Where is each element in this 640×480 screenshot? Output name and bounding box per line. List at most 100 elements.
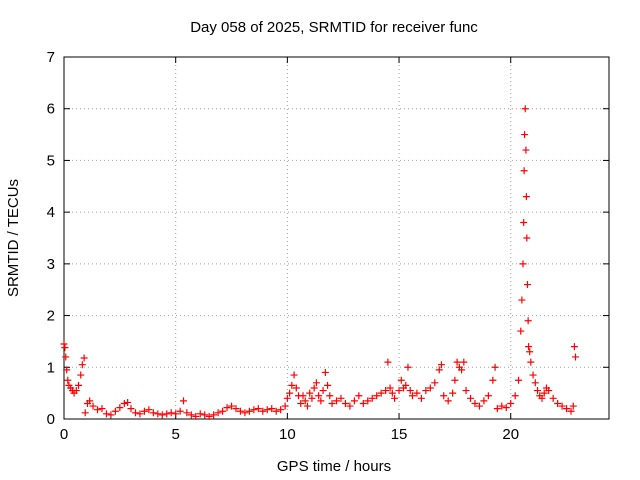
data-point — [223, 404, 231, 412]
data-point — [317, 397, 325, 405]
data-point — [524, 317, 532, 325]
data-point — [187, 411, 195, 419]
data-point — [286, 389, 294, 397]
data-point — [462, 387, 470, 395]
x-tick-label: 0 — [60, 426, 68, 443]
data-point — [437, 361, 445, 369]
data-point — [377, 389, 385, 397]
data-point — [333, 397, 340, 405]
data-point — [498, 402, 506, 410]
data-point — [89, 402, 97, 410]
data-point — [64, 376, 72, 384]
data-point — [515, 376, 523, 384]
data-point — [80, 354, 88, 362]
data-point — [272, 407, 280, 415]
data-point — [210, 411, 218, 419]
data-point — [277, 406, 285, 414]
data-point — [521, 105, 529, 113]
data-point — [368, 394, 376, 402]
y-tick-label: 3 — [47, 256, 55, 273]
data-point — [571, 353, 579, 361]
data-point — [179, 397, 187, 405]
data-point — [391, 394, 399, 402]
data-point — [124, 398, 132, 406]
data-point — [326, 392, 334, 400]
data-point — [319, 387, 327, 395]
data-point — [228, 402, 236, 410]
data-point — [303, 402, 311, 410]
data-point — [480, 397, 488, 405]
data-point — [554, 399, 562, 407]
y-tick-label: 5 — [47, 152, 55, 169]
data-point — [312, 379, 320, 387]
data-point — [558, 402, 566, 410]
data-point — [522, 146, 530, 154]
data-point — [214, 409, 222, 417]
data-point — [417, 394, 425, 402]
data-point — [337, 394, 345, 402]
data-point — [328, 399, 336, 407]
data-point — [507, 399, 515, 407]
data-point — [145, 406, 153, 414]
data-point — [444, 397, 452, 405]
data-point — [534, 387, 542, 395]
y-tick-label: 2 — [47, 308, 55, 325]
data-point — [440, 392, 448, 400]
data-point — [324, 381, 332, 389]
y-tick-label: 0 — [47, 411, 55, 428]
data-point — [520, 167, 528, 175]
data-point — [527, 358, 535, 366]
data-point — [107, 411, 115, 419]
data-point — [158, 411, 166, 419]
data-point — [545, 387, 553, 395]
data-point — [120, 399, 128, 407]
data-point — [388, 389, 396, 397]
data-point — [529, 371, 537, 379]
data-point — [525, 343, 533, 351]
data-point — [259, 407, 267, 415]
data-point — [78, 361, 86, 369]
y-tick-label: 6 — [47, 101, 55, 118]
data-point — [301, 397, 309, 405]
data-point — [386, 384, 394, 392]
data-point — [81, 409, 89, 417]
data-point — [149, 409, 157, 417]
data-point — [475, 402, 483, 410]
data-point — [540, 389, 548, 397]
data-point — [283, 394, 291, 402]
data-point — [116, 404, 124, 412]
data-point — [232, 405, 240, 413]
data-point — [192, 412, 200, 420]
data-point — [549, 394, 557, 402]
data-point — [406, 387, 414, 395]
data-point — [493, 405, 501, 413]
data-point — [60, 340, 68, 348]
data-point — [521, 131, 529, 139]
axis-ticks: 0 5 10 15 20 0 1 2 3 4 5 6 7 — [47, 49, 609, 443]
data-point — [408, 392, 416, 400]
data-point — [201, 411, 209, 419]
data-point — [567, 407, 575, 415]
data-point — [397, 376, 405, 384]
y-tick-label: 7 — [47, 49, 55, 66]
data-point — [453, 358, 461, 366]
data-point — [136, 410, 144, 418]
data-point — [395, 387, 403, 395]
data-point — [292, 384, 300, 392]
x-tick-label: 5 — [172, 426, 180, 443]
data-point — [315, 392, 323, 400]
x-tick-label: 20 — [502, 426, 519, 443]
data-point — [172, 410, 180, 418]
data-point — [263, 406, 271, 414]
data-point — [413, 389, 421, 397]
data-point — [422, 387, 430, 395]
data-point — [522, 193, 530, 201]
data-point — [517, 327, 525, 335]
data-point — [350, 397, 358, 405]
data-point — [219, 407, 227, 415]
data-point — [489, 376, 497, 384]
data-points — [60, 105, 579, 420]
data-point — [523, 281, 531, 289]
data-point — [563, 405, 571, 413]
data-point — [491, 363, 499, 371]
